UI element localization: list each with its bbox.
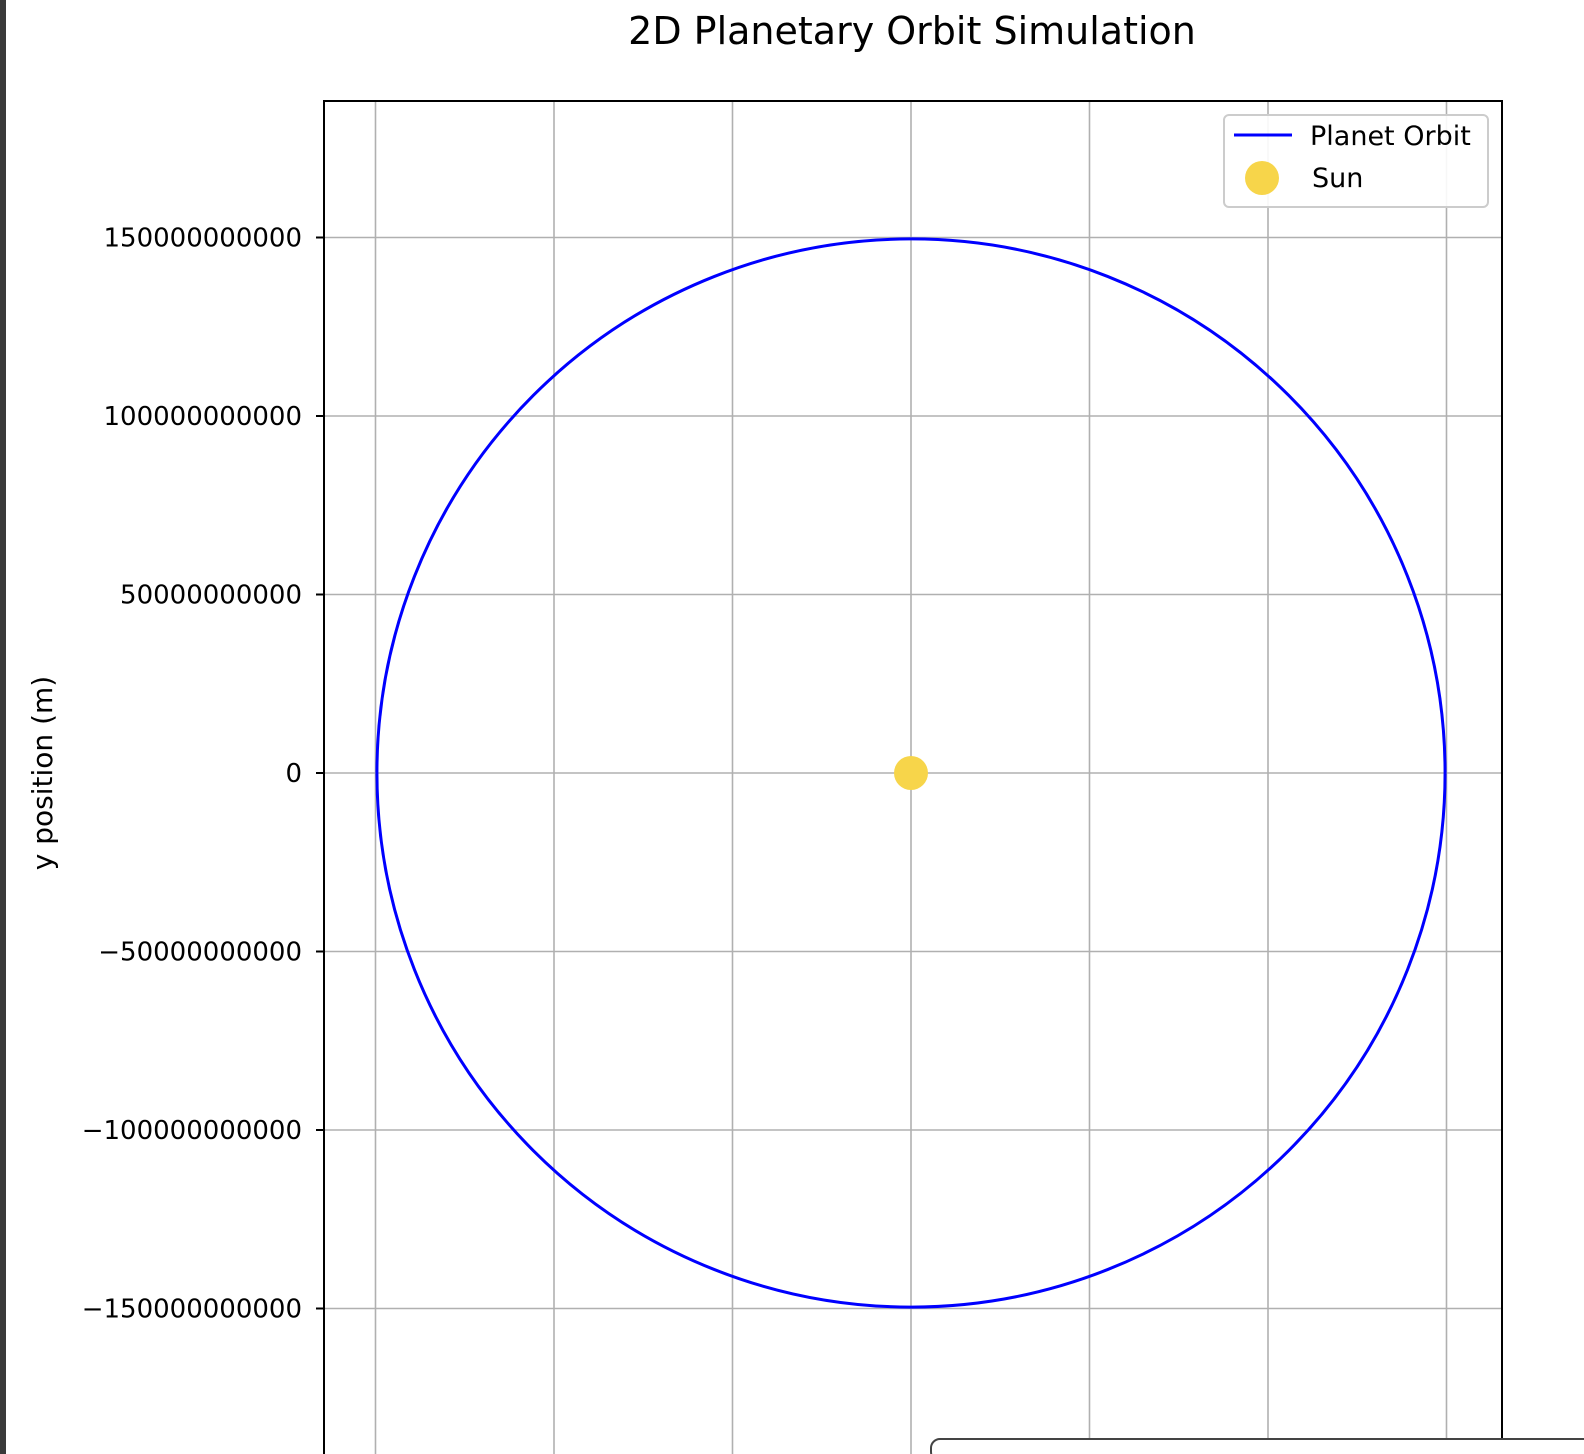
legend-label-sun: Sun xyxy=(1312,163,1363,194)
planet-orbit-line xyxy=(375,237,1447,1309)
y-tick-label: 0 xyxy=(285,759,302,789)
y-tick-label: −50000000000 xyxy=(98,938,302,968)
window-edge xyxy=(0,0,6,1454)
legend: Planet Orbit Sun xyxy=(1223,114,1489,208)
y-axis-label: y position (m) xyxy=(26,676,59,870)
y-tick-label: 50000000000 xyxy=(120,581,302,611)
legend-label-orbit: Planet Orbit xyxy=(1310,121,1471,152)
y-axis: 150000000000 100000000000 50000000000 0 −500… xyxy=(82,224,324,1325)
y-tick-label: −100000000000 xyxy=(82,1116,302,1146)
y-tick-label: −150000000000 xyxy=(82,1295,302,1325)
legend-sun-marker xyxy=(1245,161,1279,195)
plot-area xyxy=(323,100,1503,1454)
y-tick-label: 150000000000 xyxy=(103,224,302,254)
series-layer xyxy=(375,237,1447,1309)
legend-frame xyxy=(1223,114,1489,208)
chart-title: 2D Planetary Orbit Simulation xyxy=(628,9,1196,53)
y-tick-label: 100000000000 xyxy=(103,402,302,432)
overlay-panel-edge xyxy=(930,1438,1584,1454)
plot-frame xyxy=(323,100,1503,1454)
sun-point xyxy=(894,756,928,790)
